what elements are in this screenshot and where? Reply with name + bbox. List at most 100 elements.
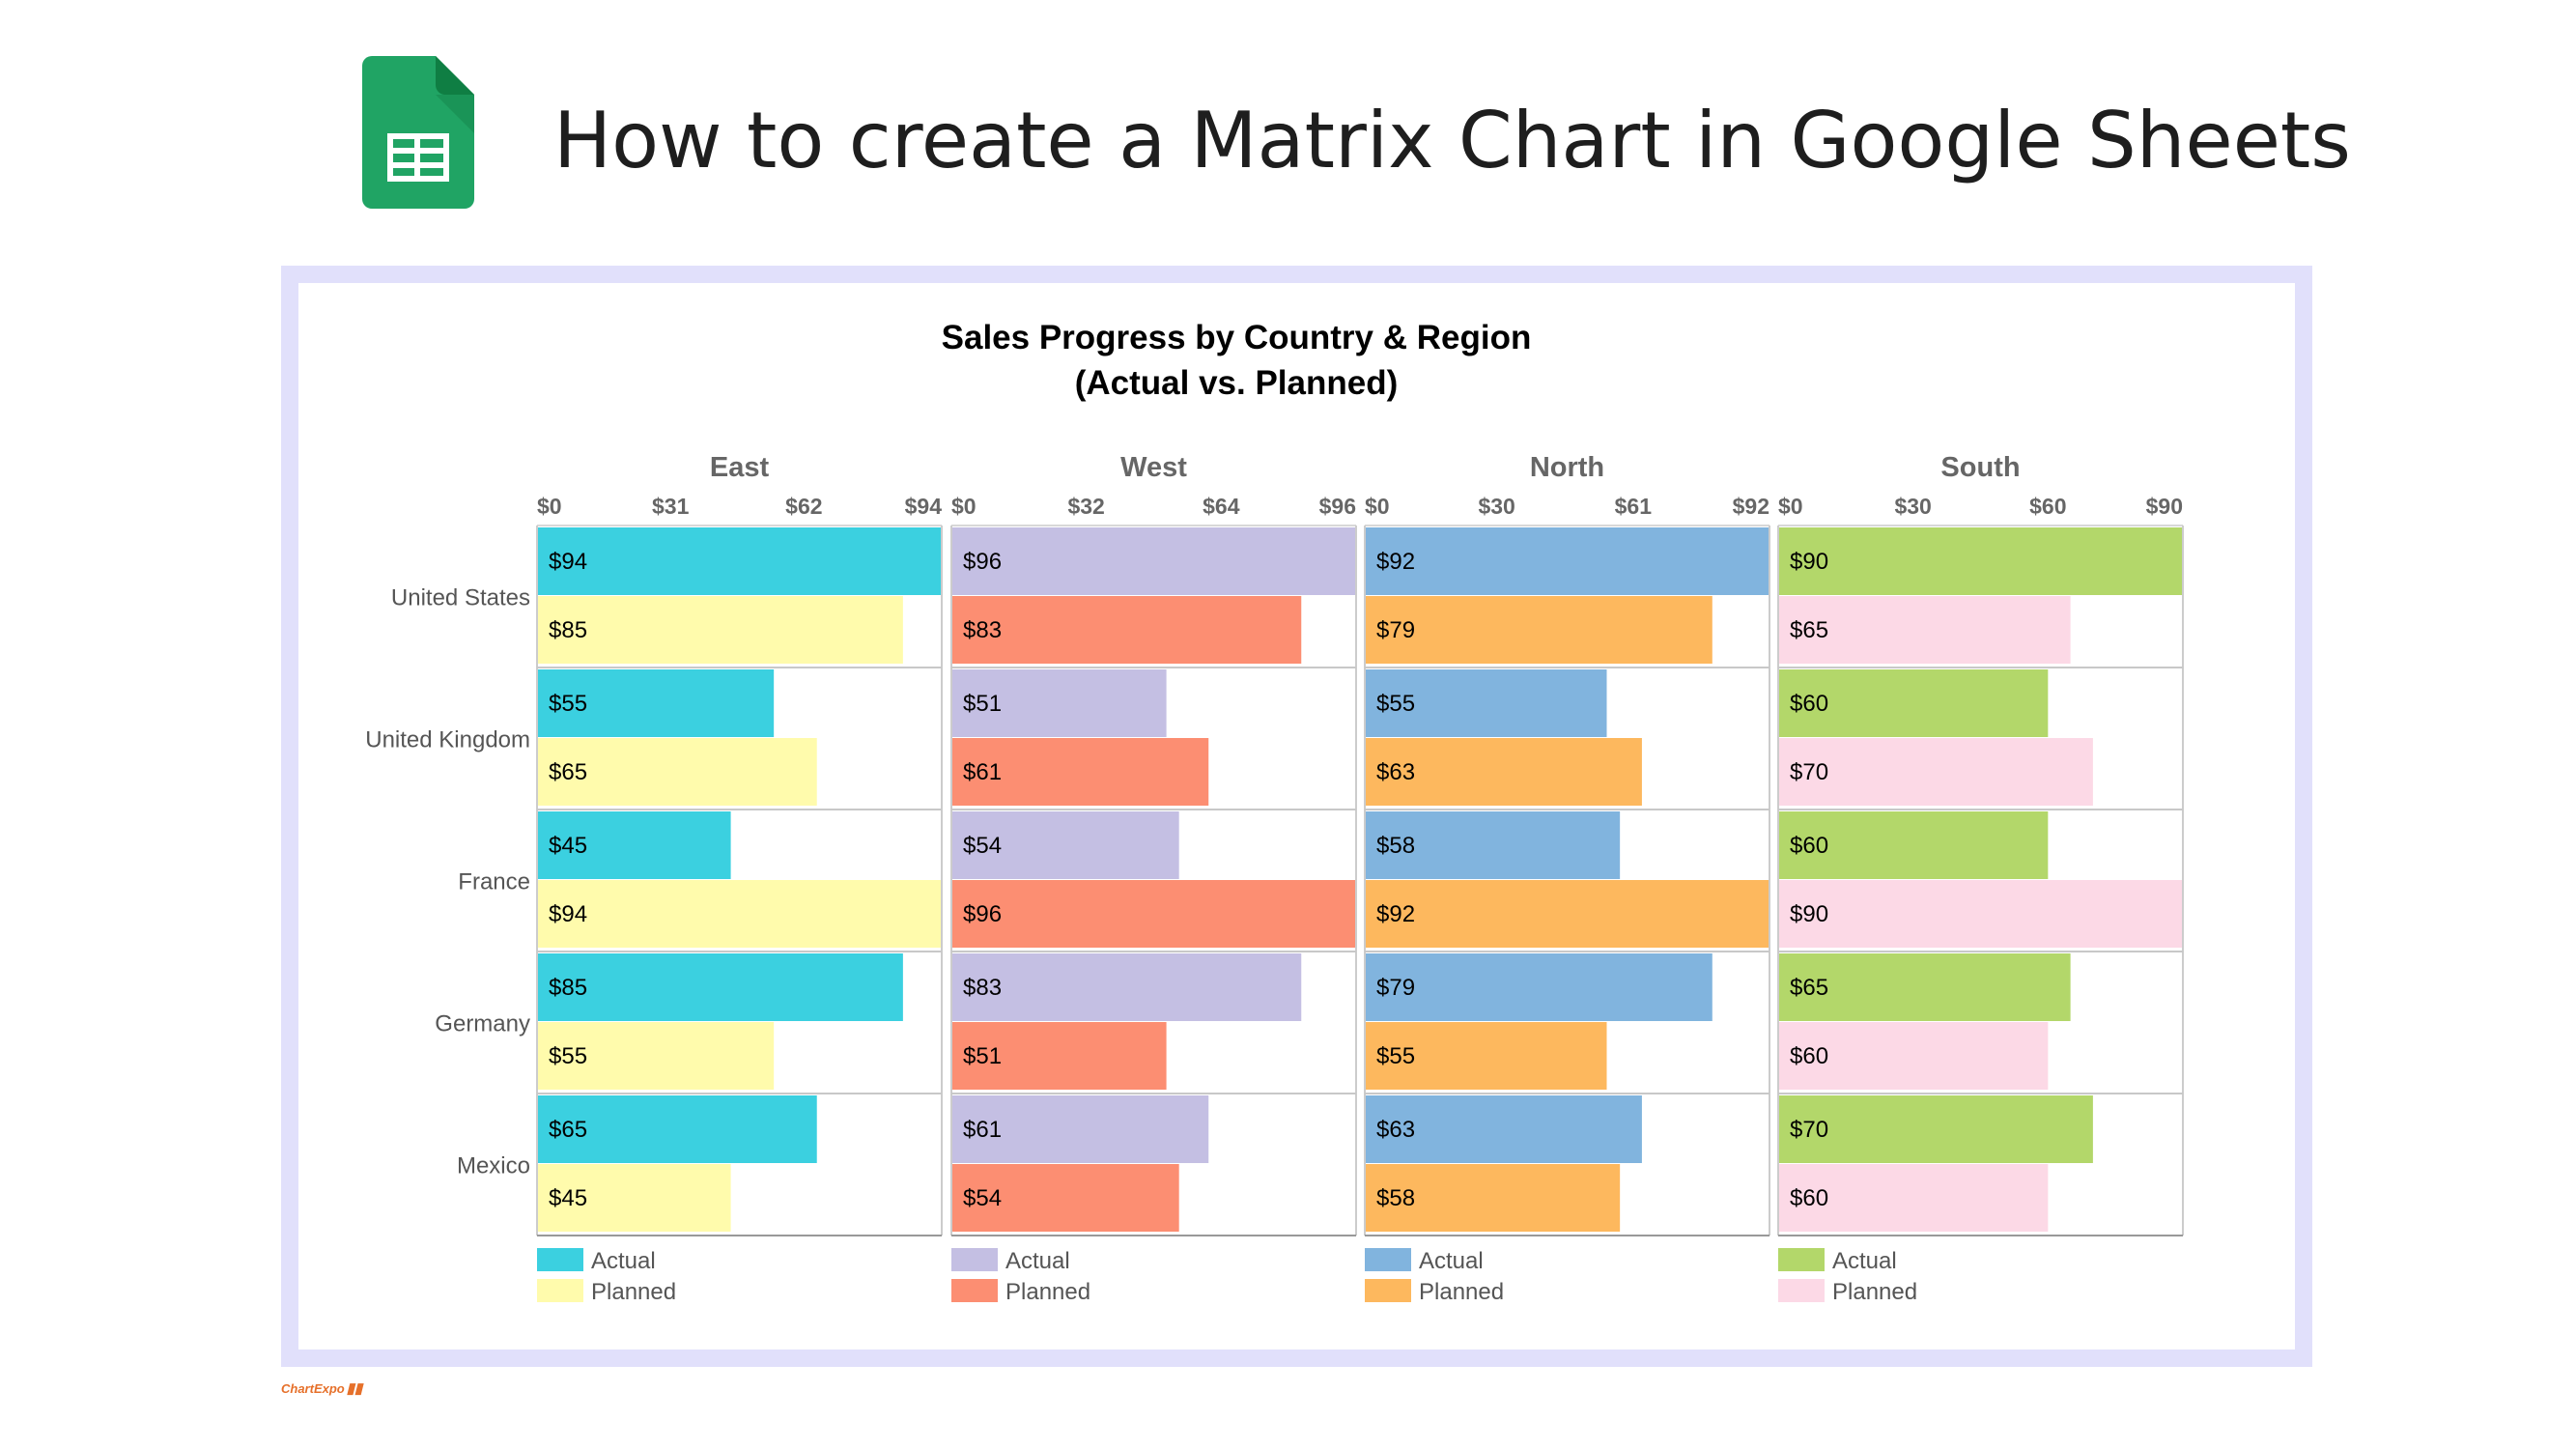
row-label: Mexico bbox=[457, 1153, 530, 1179]
data-label: $83 bbox=[963, 617, 1002, 643]
data-label: $45 bbox=[549, 1185, 587, 1211]
chart-bars-icon: ▮▮ bbox=[346, 1380, 363, 1397]
data-label: $60 bbox=[1790, 691, 1828, 717]
data-label: $58 bbox=[1376, 1185, 1415, 1211]
data-label: $90 bbox=[1790, 549, 1828, 575]
legend-label: Planned bbox=[1005, 1279, 1090, 1305]
legend-label: Planned bbox=[1419, 1279, 1504, 1305]
bar-actual bbox=[537, 669, 775, 737]
data-label: $60 bbox=[1790, 1185, 1828, 1211]
legend-label: Actual bbox=[591, 1248, 656, 1274]
data-label: $65 bbox=[549, 1117, 587, 1143]
bar-actual bbox=[537, 527, 942, 595]
data-label: $55 bbox=[1376, 1043, 1415, 1069]
tick-label: $30 bbox=[1894, 494, 1931, 519]
data-label: $55 bbox=[549, 691, 587, 717]
row-label: France bbox=[458, 869, 530, 895]
data-label: $51 bbox=[963, 691, 1002, 717]
tick-label: $31 bbox=[652, 494, 690, 519]
data-label: $65 bbox=[549, 759, 587, 785]
bar-planned bbox=[951, 596, 1302, 664]
legend-label: Actual bbox=[1005, 1248, 1070, 1274]
bar-actual bbox=[1365, 953, 1713, 1021]
data-label: $70 bbox=[1790, 759, 1828, 785]
tick-label: $0 bbox=[1778, 494, 1803, 519]
bar-planned bbox=[1778, 1022, 2049, 1090]
tick-label: $96 bbox=[1319, 494, 1356, 519]
data-label: $90 bbox=[1790, 901, 1828, 927]
legend-label: Planned bbox=[1832, 1279, 1917, 1305]
data-label: $92 bbox=[1376, 901, 1415, 927]
tick-label: $0 bbox=[537, 494, 562, 519]
bar-planned bbox=[1365, 1164, 1621, 1232]
data-label: $54 bbox=[963, 833, 1002, 859]
data-label: $83 bbox=[963, 975, 1002, 1001]
tick-label: $62 bbox=[785, 494, 822, 519]
bar-actual bbox=[1365, 669, 1607, 737]
data-label: $85 bbox=[549, 617, 587, 643]
legend-swatch-actual bbox=[1365, 1248, 1411, 1271]
bar-actual bbox=[1778, 527, 2183, 595]
bar-actual bbox=[1365, 527, 1769, 595]
bar-actual bbox=[951, 527, 1356, 595]
panel-header-east: East bbox=[710, 452, 770, 483]
bar-planned bbox=[1778, 1164, 2049, 1232]
bar-planned bbox=[537, 738, 817, 806]
data-label: $92 bbox=[1376, 549, 1415, 575]
legend-swatch-planned bbox=[1365, 1279, 1411, 1302]
brand-name: ChartExpo bbox=[281, 1381, 345, 1396]
bar-actual bbox=[537, 953, 903, 1021]
panel-header-west: West bbox=[1120, 452, 1187, 483]
data-label: $61 bbox=[963, 1117, 1002, 1143]
chart-subtitle: (Actual vs. Planned) bbox=[1075, 364, 1399, 402]
bar-actual bbox=[1365, 1095, 1642, 1163]
bar-actual bbox=[1778, 811, 2049, 879]
bar-planned bbox=[1778, 596, 2071, 664]
legend-label: Actual bbox=[1832, 1248, 1897, 1274]
tick-label: $94 bbox=[905, 494, 943, 519]
data-label: $63 bbox=[1376, 1117, 1415, 1143]
bar-actual bbox=[1778, 953, 2071, 1021]
tick-label: $0 bbox=[1365, 494, 1390, 519]
bar-planned bbox=[1365, 596, 1713, 664]
page-title: How to create a Matrix Chart in Google S… bbox=[553, 96, 2351, 185]
bar-planned bbox=[537, 1164, 731, 1232]
data-label: $79 bbox=[1376, 617, 1415, 643]
bar-planned bbox=[1778, 738, 2093, 806]
legend-label: Planned bbox=[591, 1279, 676, 1305]
bar-actual bbox=[1778, 1095, 2093, 1163]
bar-planned bbox=[537, 596, 903, 664]
row-label: United Kingdom bbox=[365, 727, 530, 753]
row-label: Germany bbox=[435, 1011, 530, 1037]
bar-planned bbox=[951, 738, 1209, 806]
data-label: $79 bbox=[1376, 975, 1415, 1001]
row-label: United States bbox=[391, 585, 530, 611]
data-label: $55 bbox=[549, 1043, 587, 1069]
tick-label: $60 bbox=[2029, 494, 2066, 519]
legend-label: Actual bbox=[1419, 1248, 1484, 1274]
bar-planned bbox=[537, 880, 942, 948]
bar-actual bbox=[951, 669, 1167, 737]
bar-planned bbox=[951, 1164, 1179, 1232]
data-label: $63 bbox=[1376, 759, 1415, 785]
bar-planned bbox=[1778, 880, 2183, 948]
bar-actual bbox=[951, 1095, 1209, 1163]
bar-planned bbox=[1365, 880, 1769, 948]
panel-header-north: North bbox=[1530, 452, 1604, 483]
tick-label: $90 bbox=[2146, 494, 2183, 519]
bar-planned bbox=[951, 1022, 1167, 1090]
data-label: $54 bbox=[963, 1185, 1002, 1211]
data-label: $94 bbox=[549, 901, 587, 927]
brand-logo: ChartExpo ▮▮ bbox=[281, 1379, 362, 1403]
data-label: $65 bbox=[1790, 617, 1828, 643]
legend-swatch-actual bbox=[1778, 1248, 1825, 1271]
bar-actual bbox=[537, 811, 731, 879]
data-label: $70 bbox=[1790, 1117, 1828, 1143]
chart-title: Sales Progress by Country & Region bbox=[942, 319, 1532, 356]
legend-swatch-planned bbox=[1778, 1279, 1825, 1302]
bar-planned bbox=[537, 1022, 775, 1090]
data-label: $65 bbox=[1790, 975, 1828, 1001]
data-label: $61 bbox=[963, 759, 1002, 785]
bar-planned bbox=[1365, 1022, 1607, 1090]
